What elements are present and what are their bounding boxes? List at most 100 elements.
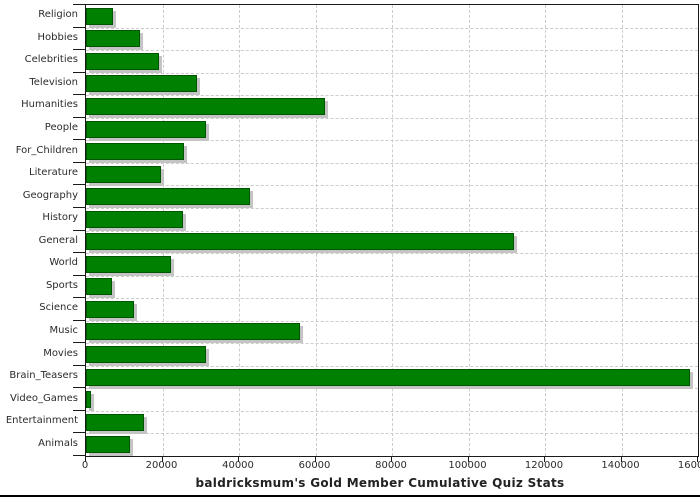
gridline-horizontal [86,27,698,29]
x-axis-tick [85,456,86,462]
chart-title: baldricksmum's Gold Member Cumulative Qu… [195,476,565,490]
bar-history [86,210,184,228]
y-axis-tick [73,230,85,231]
bar-brain_teasers [86,368,691,386]
bar-religion [86,7,113,25]
y-axis-label-entertainment: Entertainment [5,415,78,427]
gridline-horizontal [86,162,698,164]
bar-literature [86,165,161,183]
bar-music [86,323,301,341]
x-axis-tick [620,456,622,462]
x-axis-tick [697,456,698,462]
y-axis-label-celebrities: Celebrities [24,54,78,66]
bar-celebrities [86,52,159,70]
y-axis-label-general: General [38,234,78,246]
gridline-horizontal [86,433,698,435]
y-axis-tick [73,94,85,95]
bar-video_games [86,391,91,409]
gridline-horizontal [86,207,698,209]
y-axis-tick [73,4,85,5]
y-axis-tick [73,139,85,140]
gridline-horizontal [86,253,698,255]
bar-world [86,255,171,273]
y-axis-tick [73,342,85,343]
x-axis-tick [467,456,469,462]
gridline-horizontal [86,410,698,412]
y-axis-tick [73,275,85,276]
x-axis-tick-label: 100000 [448,460,487,471]
y-axis-tick [73,387,85,388]
gridline-horizontal [86,95,698,97]
gridline-horizontal [86,50,698,52]
y-axis-tick [73,297,85,298]
y-axis-label-literature: Literature [29,167,78,179]
bar-movies [86,346,207,364]
y-axis-tick [73,320,85,321]
x-axis-tick [161,456,163,462]
bar-entertainment [86,413,145,431]
gridline-horizontal [86,230,698,232]
y-axis-label-world: World [49,257,78,269]
gridline-horizontal [86,275,698,277]
bar-general [86,233,515,251]
x-axis-tick [391,456,392,462]
bottom-border-line [0,495,700,497]
y-axis-label-music: Music [49,324,78,336]
y-axis-tick [73,207,85,208]
gridline-horizontal [86,388,698,390]
y-axis-tick [73,410,85,411]
bar-people [86,120,207,138]
gridline-horizontal [86,365,698,367]
x-axis-tick [544,456,545,462]
bar-geography [86,188,251,206]
y-axis-label-science: Science [39,302,78,314]
y-axis-tick [73,117,85,118]
y-axis-label-sports: Sports [45,279,78,291]
gridline-horizontal [86,185,698,187]
bar-hobbies [86,30,140,48]
y-axis-label-animals: Animals [38,437,78,449]
x-axis-tick-label: 80000 [375,460,407,471]
bar-for_children [86,143,184,161]
x-axis-tick-label: 140000 [601,460,640,471]
x-axis-tick-label: 60000 [298,460,331,471]
gridline-horizontal [86,140,698,142]
y-axis-label-for_children: For_Children [15,144,78,156]
y-axis-label-religion: Religion [38,9,78,21]
gridline-horizontal [86,72,698,74]
y-axis-label-brain_teasers: Brain_Teasers [9,370,78,382]
x-axis-tick [314,456,316,462]
y-axis-tick [73,49,85,50]
bar-animals [86,436,130,454]
x-axis-tick-label: 40000 [222,460,254,471]
bar-sports [86,278,112,296]
y-axis-label-geography: Geography [22,189,78,201]
x-axis-tick-label: 160000 [677,460,700,471]
y-axis-tick [73,432,85,433]
y-axis-tick [73,162,85,163]
plot-area [85,4,699,457]
y-axis-tick [73,184,85,185]
x-axis-tick-label: 0 [81,460,89,471]
gridline-horizontal [86,320,698,322]
y-axis-label-humanities: Humanities [21,99,78,111]
y-axis-label-people: People [44,122,78,134]
y-axis-label-hobbies: Hobbies [37,31,78,43]
y-axis-label-history: History [42,212,78,224]
y-axis-label-video_games: Video_Games [10,392,78,404]
y-axis-tick [73,252,85,253]
gridline-horizontal [86,117,698,119]
y-axis-tick [73,455,85,456]
bar-humanities [86,97,326,115]
y-axis-tick [73,27,85,28]
y-axis-label-movies: Movies [43,347,78,359]
x-axis-tick [238,456,239,462]
x-axis-tick-label: 120000 [524,460,564,471]
gridline-horizontal [86,298,698,300]
bar-science [86,300,134,318]
y-axis-label-television: Television [29,76,78,88]
bar-television [86,75,197,93]
x-axis-tick-label: 20000 [145,460,178,471]
y-axis-tick [73,72,85,73]
